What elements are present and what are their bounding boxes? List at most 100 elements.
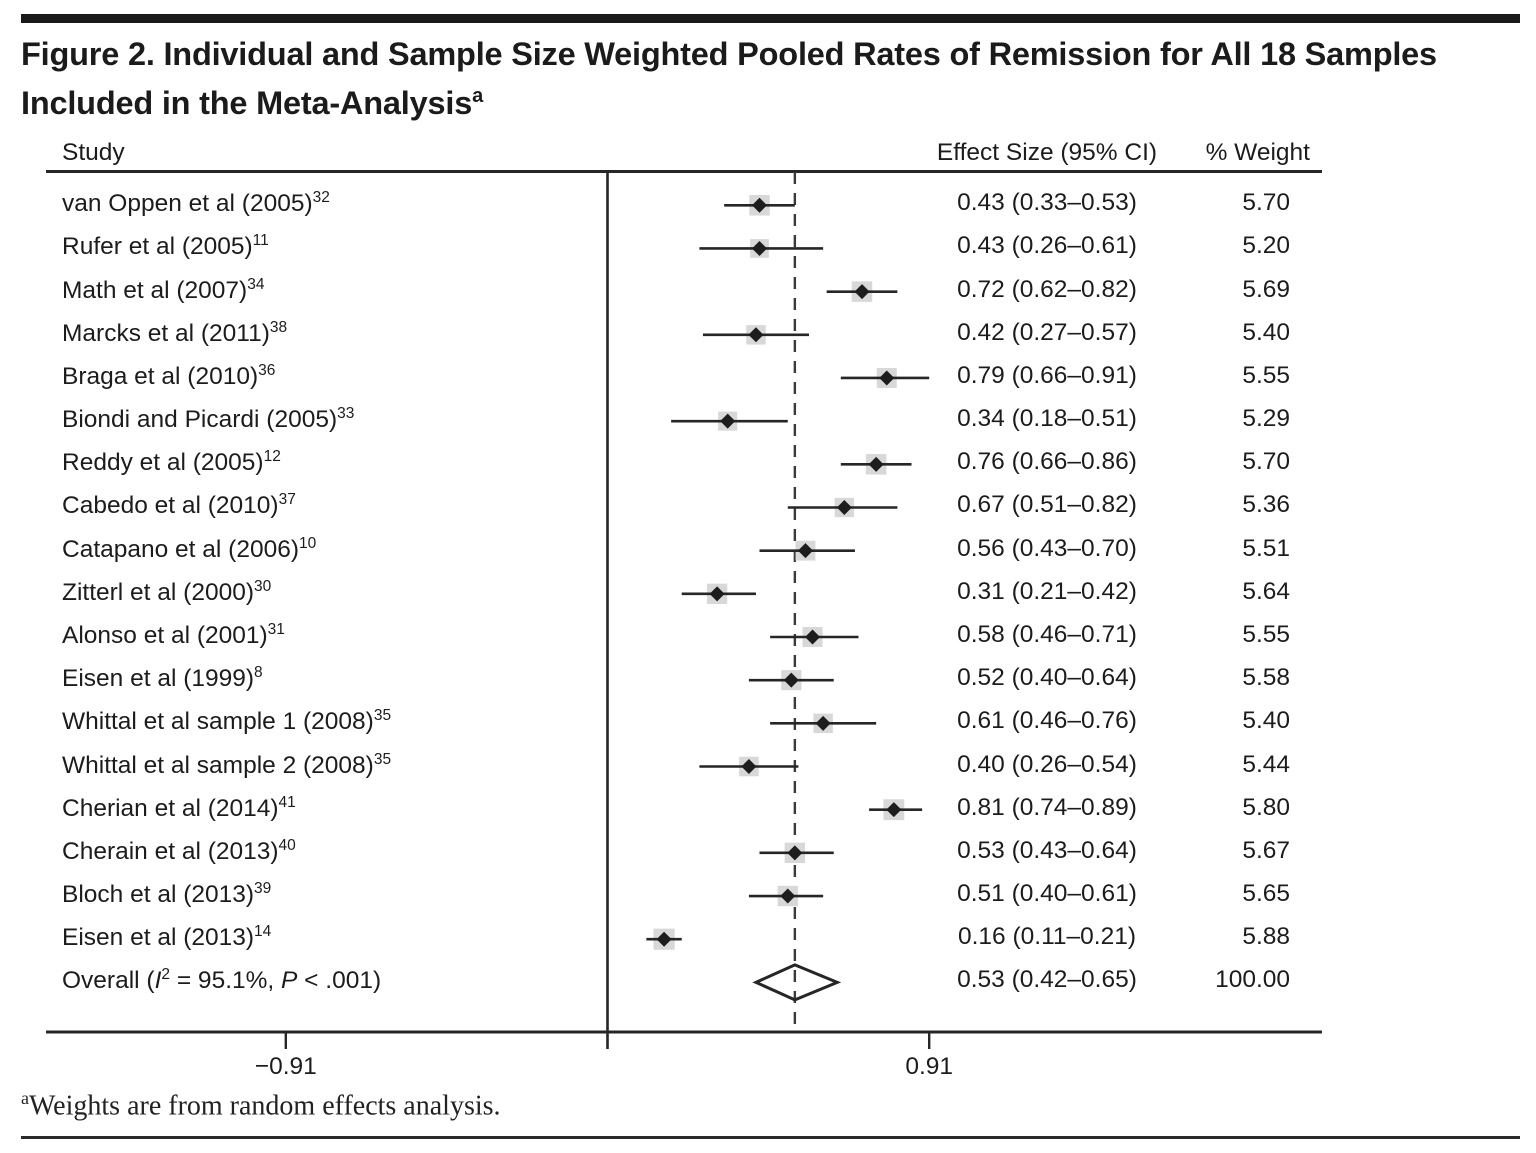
study-reference-number: 32 [312, 189, 330, 207]
overall-weight-value: 100.00 [1215, 966, 1290, 994]
study-label: Eisen et al (1999)8 [62, 664, 263, 693]
effect-size-value: 0.56 (0.43–0.70) [957, 534, 1137, 562]
p-value-symbol: P [281, 967, 298, 995]
effect-size-value: 0.76 (0.66–0.86) [957, 448, 1137, 476]
header-rule [46, 170, 1322, 173]
study-reference-number: 34 [247, 275, 265, 293]
weight-value: 5.40 [1242, 318, 1290, 346]
weight-value: 5.55 [1242, 361, 1290, 389]
weight-value: 5.20 [1242, 232, 1290, 260]
study-reference-number: 39 [254, 880, 272, 898]
point-estimate-diamond [879, 370, 895, 386]
point-estimate-diamond [797, 543, 813, 559]
point-estimate-diamond [720, 413, 736, 429]
effect-size-value: 0.40 (0.26–0.54) [957, 750, 1137, 778]
effect-size-value: 0.58 (0.46–0.71) [957, 621, 1137, 648]
study-name: Braga et al (2010) [62, 363, 259, 391]
column-header-study: Study [62, 139, 125, 166]
figure-title: Figure 2. Individual and Sample Size Wei… [21, 33, 1521, 124]
study-name: Cherian et al (2014) [62, 794, 279, 822]
weight-value: 5.36 [1242, 491, 1290, 519]
overall-effect-size-value: 0.53 (0.42–0.65) [957, 966, 1137, 994]
overall-label-mid: = 95.1%, [170, 967, 282, 995]
study-name: Eisen et al (2013) [62, 924, 255, 952]
overall-pooled-diamond [752, 963, 842, 1002]
footnote: aWeights are from random effects analysi… [21, 1088, 501, 1122]
study-label: Reddy et al (2005)12 [62, 448, 281, 477]
point-estimate-diamond [748, 327, 764, 343]
study-label: Braga et al (2010)36 [62, 362, 275, 391]
study-name: Eisen et al (1999) [62, 665, 255, 693]
study-name: Math et al (2007) [62, 276, 248, 304]
overall-label: Overall (I2 = 95.1%, P < .001) [62, 966, 381, 995]
study-reference-number: 33 [337, 405, 355, 423]
effect-size-value: 0.43 (0.26–0.61) [957, 232, 1137, 260]
study-name: Alonso et al (2001) [62, 622, 268, 650]
point-estimate-diamond [886, 802, 902, 818]
study-name: Rufer et al (2005) [62, 233, 253, 261]
effect-size-value: 0.31 (0.21–0.42) [957, 577, 1137, 605]
bottom-divider-rule [21, 1136, 1520, 1139]
effect-size-value: 0.16 (0.11–0.21) [958, 923, 1136, 951]
effect-size-value: 0.81 (0.74–0.89) [957, 793, 1137, 821]
study-label: Zitterl et al (2000)30 [62, 578, 271, 607]
study-label: Marcks et al (2011)38 [62, 319, 287, 348]
study-label: van Oppen et al (2005)32 [62, 189, 330, 218]
study-label: Math et al (2007)34 [62, 276, 264, 305]
study-reference-number: 11 [252, 232, 269, 250]
effect-size-value: 0.61 (0.46–0.76) [957, 707, 1137, 735]
weight-value: 5.44 [1242, 750, 1290, 778]
point-estimate-diamond [709, 586, 725, 602]
weight-value: 5.65 [1242, 880, 1290, 908]
study-label: Bloch et al (2013)39 [62, 880, 271, 909]
study-reference-number: 41 [278, 793, 296, 811]
study-label: Alonso et al (2001)31 [62, 621, 285, 650]
effect-size-value: 0.72 (0.62–0.82) [957, 275, 1137, 303]
study-label: Whittal et al sample 1 (2008)35 [62, 707, 391, 736]
i-squared-symbol: I [154, 967, 162, 995]
study-reference-number: 35 [373, 750, 392, 768]
weight-value: 5.70 [1242, 189, 1290, 217]
x-axis-tick-label-left: −0.91 [254, 1053, 317, 1080]
study-label: Cherain et al (2013)40 [62, 837, 296, 866]
study-label: Cabedo et al (2010)37 [62, 491, 296, 520]
point-estimate-diamond [868, 456, 884, 472]
study-name: Cherain et al (2013) [62, 838, 279, 865]
effect-size-value: 0.67 (0.51–0.82) [957, 491, 1137, 519]
effect-size-value: 0.53 (0.43–0.64) [957, 836, 1137, 864]
study-reference-number: 12 [263, 448, 281, 466]
study-label: Eisen et al (2013)14 [62, 923, 271, 952]
column-header-weight: % Weight [1205, 139, 1310, 166]
weight-value: 5.70 [1242, 448, 1290, 476]
study-name: Marcks et al (2011) [62, 319, 270, 347]
study-label: Biondi and Picardi (2005)33 [62, 405, 354, 434]
study-name: Zitterl et al (2000) [62, 578, 254, 606]
footnote-marker: a [21, 1088, 29, 1108]
study-name: Catapano et al (2006) [62, 535, 299, 563]
weight-value: 5.64 [1242, 577, 1290, 605]
top-divider-bar [21, 14, 1520, 23]
point-estimate-diamond [805, 629, 821, 645]
weight-value: 5.69 [1242, 275, 1290, 303]
footnote-text: Weights are from random effects analysis… [29, 1090, 501, 1122]
overall-label-prefix: Overall ( [62, 967, 155, 995]
weight-value: 5.29 [1242, 405, 1290, 433]
weight-value: 5.55 [1242, 621, 1290, 648]
study-reference-number: 37 [278, 491, 296, 509]
effect-size-value: 0.43 (0.33–0.53) [957, 189, 1137, 217]
study-name: Cabedo et al (2010) [62, 492, 279, 520]
study-reference-number: 10 [299, 534, 317, 552]
effect-size-value: 0.42 (0.27–0.57) [957, 318, 1137, 346]
point-estimate-diamond [787, 845, 803, 861]
effect-size-value: 0.34 (0.18–0.51) [957, 405, 1137, 433]
weight-value: 5.67 [1242, 836, 1290, 864]
figure-title-line1: Figure 2. Individual and Sample Size Wei… [21, 36, 1437, 72]
study-reference-number: 14 [254, 923, 272, 941]
study-name: Reddy et al (2005) [62, 449, 264, 477]
point-estimate-diamond [836, 499, 852, 515]
weight-value: 5.51 [1242, 534, 1290, 562]
point-estimate-diamond [815, 715, 831, 731]
study-reference-number: 30 [254, 577, 272, 595]
effect-size-value: 0.52 (0.40–0.64) [957, 664, 1137, 692]
